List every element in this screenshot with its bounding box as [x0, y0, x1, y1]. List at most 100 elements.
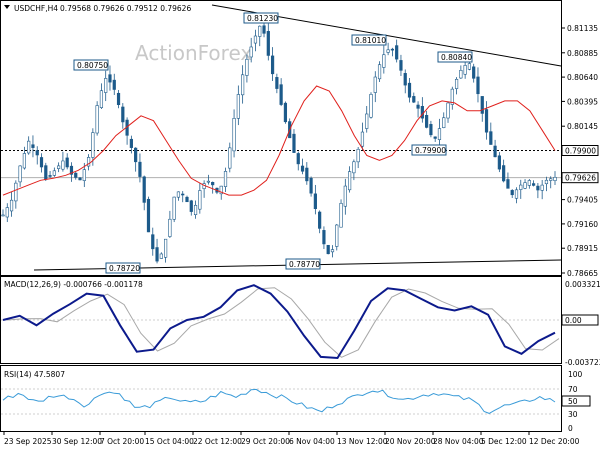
price-y-axis: 0.81135 0.80885 0.80640 0.80395 0.80145 0.794… [562, 24, 598, 278]
candle-body [253, 35, 258, 44]
candle-body [322, 230, 326, 245]
annotation-box [437, 51, 473, 63]
candle-body [112, 79, 116, 90]
x-tick-label: 28 Nov 04:00 [433, 437, 484, 446]
candle-body [480, 96, 484, 114]
candle-body [523, 182, 527, 189]
candle-body [446, 102, 450, 119]
rsi-line [2, 388, 556, 414]
candle-body [433, 136, 437, 139]
candle-body [553, 176, 557, 181]
annotation-label: 0.80840 [441, 53, 472, 62]
candle-body [181, 193, 185, 196]
candle-body [390, 48, 394, 51]
x-tick-label: 7 Oct 20:00 [100, 437, 144, 446]
candle-body [57, 165, 61, 169]
candle-body [489, 131, 493, 145]
candle-body [91, 132, 95, 158]
x-tick-label: 5 Dec 12:00 [481, 437, 527, 446]
price-panel-frame [0, 0, 562, 276]
candle-body [454, 78, 459, 89]
macd-y-axis: 0.003321 0.00 -0.003723 [561, 280, 600, 367]
candle-body [442, 117, 446, 128]
annotation-box [243, 12, 279, 24]
annotation-label: 0.79900 [415, 146, 446, 155]
candle-body [305, 167, 309, 182]
price-tick-label: 0.80885 [567, 49, 598, 58]
candle-body [399, 60, 403, 71]
candles [1, 19, 557, 264]
candle-body [532, 183, 536, 186]
candle-body [326, 244, 330, 255]
candle-body [369, 93, 373, 118]
price-tick-label: 0.80395 [567, 97, 598, 106]
candle-body [519, 184, 523, 190]
candle-body [407, 82, 412, 98]
macd-value-box [561, 314, 599, 326]
candle-body [22, 153, 26, 169]
candle-body [382, 54, 386, 68]
candle-body [313, 193, 317, 210]
annotation-box [351, 34, 387, 46]
annotation-label: 0.78770 [289, 260, 320, 269]
candle-body [104, 78, 108, 93]
candle-body [262, 25, 266, 34]
macd-signal-line [6, 287, 560, 358]
candle-body [219, 185, 223, 195]
candle-body [86, 157, 91, 167]
rsi-panel-frame [0, 365, 562, 432]
candle-body [39, 157, 44, 168]
price-box [561, 145, 599, 156]
candle-body [44, 165, 48, 180]
candle-body [65, 157, 69, 168]
candle-body [356, 148, 360, 163]
x-tick-label: 13 Nov 12:00 [337, 437, 388, 446]
candle-body [309, 177, 313, 194]
candle-body [536, 185, 540, 191]
candle-body [506, 179, 510, 189]
annotation-label: 0.80750 [77, 61, 108, 70]
x-tick-label: 22 Oct 12:00 [193, 437, 242, 446]
x-tick-label: 29 Oct 20:00 [241, 437, 290, 446]
candle-body [502, 165, 506, 182]
candle-body [510, 190, 514, 196]
x-tick-label: 6 Nov 04:00 [289, 437, 335, 446]
candle-body [484, 109, 489, 133]
rsi-value-box [561, 395, 591, 407]
candle-body [416, 104, 420, 109]
x-tick-label: 15 Oct 04:00 [145, 437, 194, 446]
candle-body [155, 247, 159, 262]
candle-body [292, 133, 296, 153]
candle-body [176, 191, 181, 198]
x-tick-label: 30 Sep 12:00 [52, 437, 102, 446]
annotation-box [73, 59, 109, 71]
candle-body [74, 172, 78, 178]
candle-body [228, 147, 232, 169]
candle-body [450, 88, 454, 105]
candle-body [206, 180, 210, 183]
candle-body [245, 58, 249, 76]
candle-body [129, 138, 133, 148]
candle-body [544, 179, 549, 185]
candle-body [232, 118, 236, 152]
candle-body [146, 198, 151, 233]
candle-body [18, 165, 22, 183]
rsi-y-axis: 100 70 50 30 0 [561, 370, 591, 433]
candle-body [549, 178, 553, 181]
candle-body [138, 161, 142, 177]
candle-body [463, 65, 467, 75]
candle-body [459, 70, 463, 79]
candle-body [412, 96, 416, 103]
candle-body [48, 175, 52, 177]
candle-body [223, 171, 228, 187]
candle-body [189, 200, 193, 212]
candle-body [343, 185, 347, 207]
candle-body [211, 181, 215, 186]
candle-body [172, 196, 176, 220]
macd-label: MACD(12,26,9) -0.000766 -0.001178 [4, 280, 143, 289]
annotation-box [285, 258, 321, 270]
candle-body [249, 46, 253, 58]
candle-body [61, 160, 65, 170]
symbol-timeframe: USDCHF,H4 [14, 4, 58, 13]
candle-body [95, 105, 99, 134]
